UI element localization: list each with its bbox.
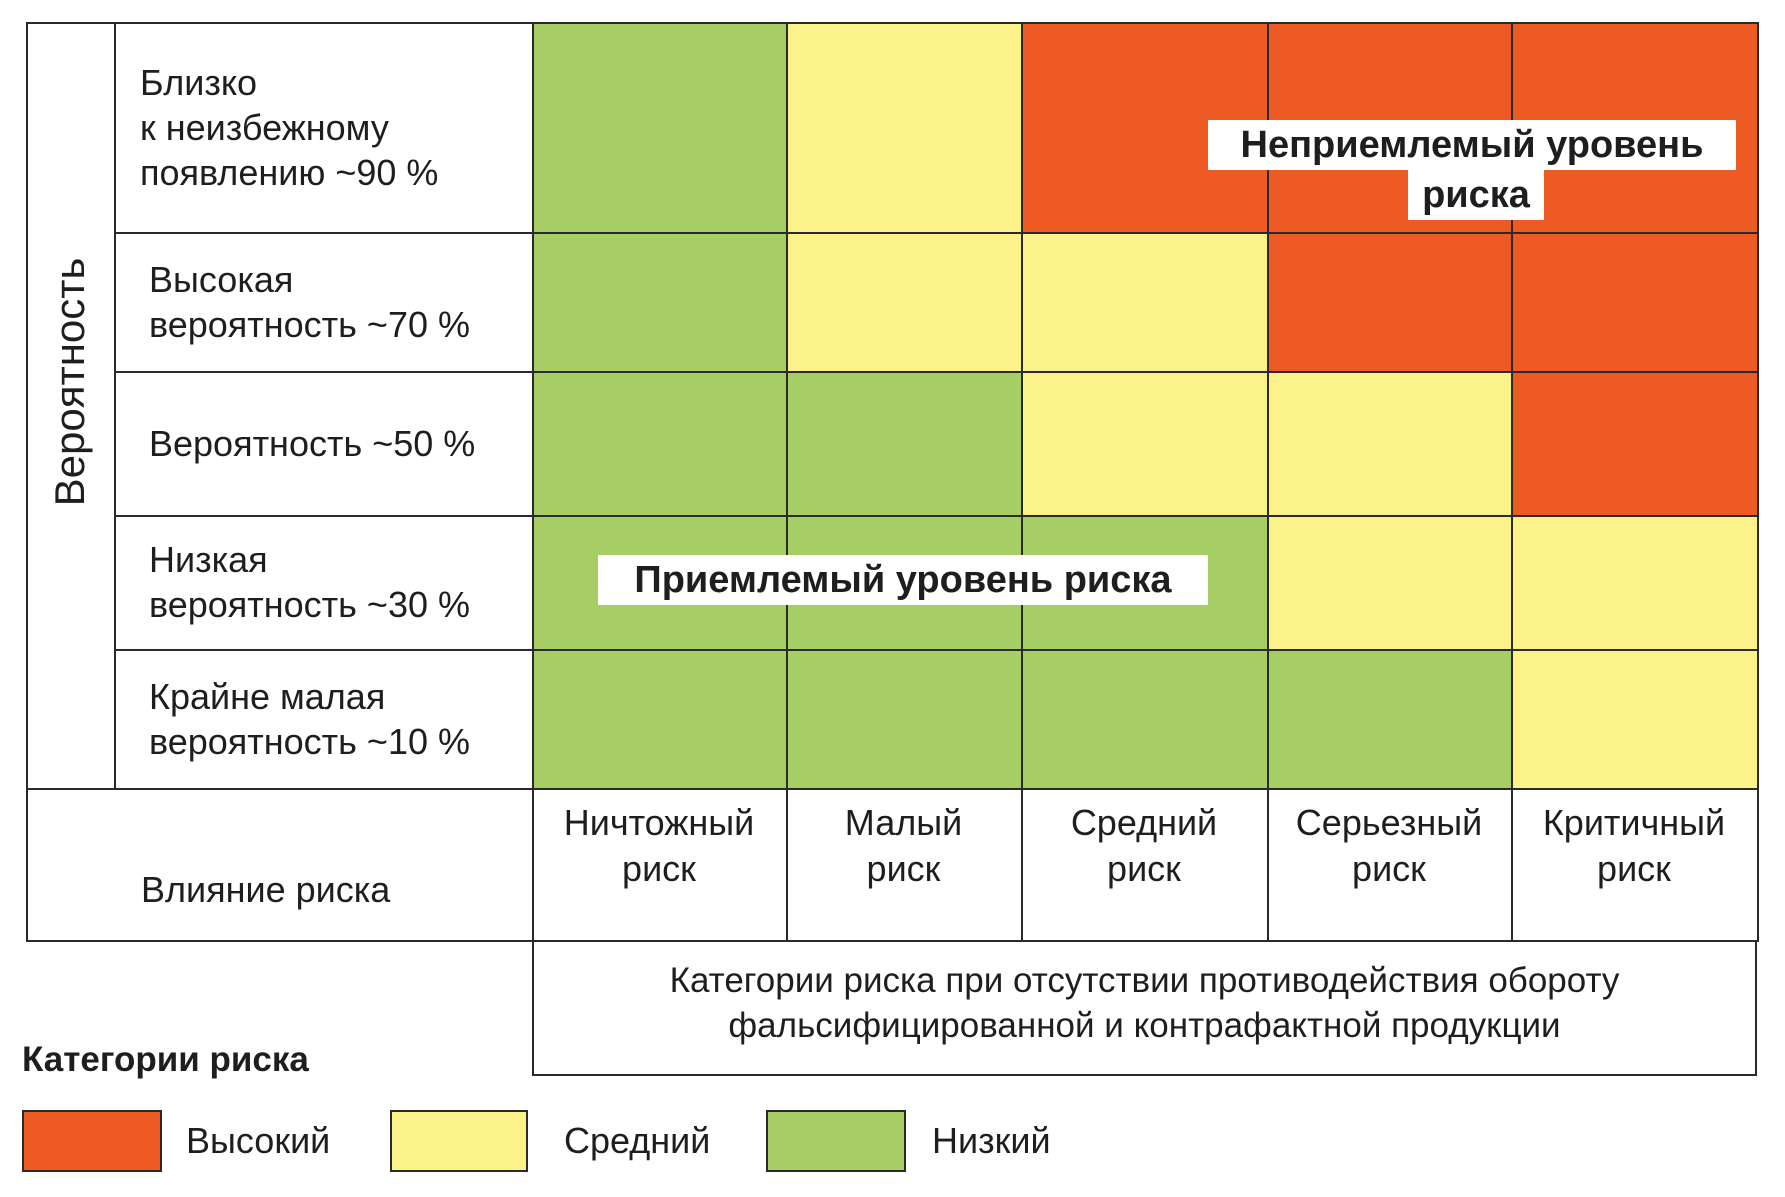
risk-cell-medium [786, 232, 1021, 371]
impact-label: Серьезный риск [1267, 788, 1511, 940]
impact-label-line: Малый [844, 802, 963, 843]
caption-line-1: Категории риска при отсутствии противоде… [669, 961, 1620, 1000]
probability-label-line: Близко [140, 61, 258, 103]
probability-label-line: вероятность ~70 % [149, 303, 470, 345]
legend-swatch-medium [390, 1110, 528, 1172]
probability-label: Крайне малая вероятность ~10 % [149, 649, 527, 788]
impact-label-line: Критичный [1542, 802, 1726, 843]
risk-cell-medium [1511, 515, 1757, 649]
impact-label-line: риск [1352, 848, 1426, 889]
unacceptable-zone-line-2: риска [1422, 174, 1530, 216]
row-line [114, 649, 1757, 651]
impact-label-line: Средний [1070, 802, 1218, 843]
col-line [1267, 22, 1269, 940]
probability-label: Вероятность ~50 % [149, 371, 527, 515]
unacceptable-zone-label: Неприемлемый уровень [1208, 120, 1736, 170]
probability-label: Близко к неизбежному появлению ~90 % [140, 22, 518, 232]
col-line [786, 22, 788, 940]
acceptable-zone-label: Приемлемый уровень риска [598, 555, 1208, 605]
risk-cell-medium [1021, 232, 1267, 371]
probability-axis-title: Вероятность [26, 22, 114, 787]
col-line [1021, 22, 1023, 940]
risk-cell-low [786, 371, 1021, 515]
impact-label-line: риск [1597, 848, 1671, 889]
legend-label-high: Высокий [186, 1120, 331, 1161]
impact-label-line: Ничтожный [563, 802, 755, 843]
caption-line-2: фальсифицированной и контрафактной проду… [728, 1006, 1561, 1045]
probability-label-line: Высокая [149, 258, 294, 300]
frame-left [26, 22, 28, 940]
probability-label-line: Крайне малая [149, 675, 386, 717]
row-line [114, 232, 1757, 234]
legend-label-medium: Средний [564, 1120, 711, 1161]
col-line [1511, 22, 1513, 940]
frame-right [1757, 22, 1759, 940]
impact-label-line: Серьезный [1295, 802, 1483, 843]
unacceptable-zone-label-line2: риска [1408, 170, 1544, 220]
impact-label: Малый риск [786, 788, 1021, 940]
row-line [114, 515, 1757, 517]
legend-label-low: Низкий [932, 1120, 1051, 1161]
legend-swatch-low [766, 1110, 906, 1172]
risk-cell-medium [1021, 371, 1267, 515]
impact-title: Влияние риска [141, 869, 391, 910]
probability-label-line: появлению ~90 % [140, 151, 439, 193]
risk-cell-low [532, 371, 786, 515]
legend: Категории риска Высокий Средний Низкий [0, 1030, 1785, 1197]
risk-cell-low [532, 22, 786, 232]
risk-cell-low [532, 232, 786, 371]
impact-label-line: риск [622, 848, 696, 889]
legend-swatch-high [22, 1110, 162, 1172]
risk-cell-low [1267, 649, 1511, 788]
probability-label-line: вероятность ~10 % [149, 720, 470, 762]
risk-cell-high [1267, 232, 1511, 371]
impact-label-line: риск [1107, 848, 1181, 889]
risk-cell-medium [1267, 371, 1511, 515]
caption-box: Категории риска при отсутствии противоде… [532, 940, 1757, 1076]
risk-cell-low [786, 649, 1021, 788]
impact-label: Ничтожный риск [532, 788, 786, 940]
impact-label: Критичный риск [1511, 788, 1757, 940]
caption-text: Категории риска при отсутствии противоде… [534, 958, 1755, 1048]
impact-label-line: риск [866, 848, 941, 889]
frame-bottom [26, 940, 1759, 942]
risk-matrix: Вероятность Близко к неизбежному появлению… [26, 22, 1759, 1076]
unacceptable-zone-line-1: Неприемлемый уровень [1240, 124, 1704, 166]
row-line [26, 788, 1757, 790]
impact-title-cell: Влияние риска [26, 788, 532, 940]
impact-label: Средний риск [1021, 788, 1267, 940]
risk-cell-high [1511, 371, 1757, 515]
risk-cell-low [532, 649, 786, 788]
probability-label: Низкая вероятность ~30 % [149, 515, 527, 649]
frame-top [26, 22, 1759, 24]
risk-cell-low [1021, 649, 1267, 788]
probability-label-line: вероятность ~30 % [149, 584, 470, 625]
row-line [114, 371, 1757, 373]
risk-cell-medium [786, 22, 1021, 232]
risk-cell-high [1511, 232, 1757, 371]
legend-title: Категории риска [22, 1040, 309, 1079]
col-line [532, 22, 534, 940]
axis-divider [114, 22, 116, 788]
probability-label-line: Низкая [149, 539, 268, 580]
probability-axis-label: Вероятность [46, 257, 93, 506]
risk-cell-medium [1267, 515, 1511, 649]
probability-label-line: к неизбежному [140, 106, 389, 148]
probability-label: Высокая вероятность ~70 % [149, 232, 527, 371]
probability-label-line: Вероятность ~50 % [149, 422, 476, 464]
risk-cell-medium [1511, 649, 1757, 788]
